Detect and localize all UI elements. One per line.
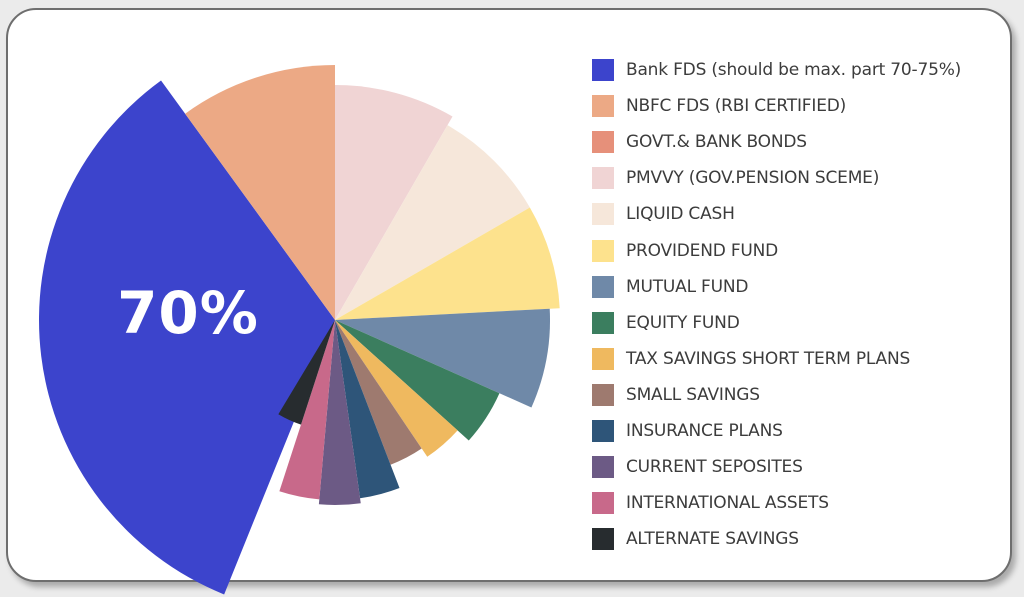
pie-slice-4	[335, 125, 530, 320]
legend-swatch	[592, 239, 614, 262]
legend-label: PROVIDEND FUND	[626, 240, 779, 261]
legend-label: GOVT.& BANK BONDS	[626, 132, 807, 153]
legend-swatch	[592, 383, 614, 406]
legend-label: INSURANCE PLANS	[626, 420, 783, 441]
legend-label: SMALL SAVINGS	[626, 384, 760, 405]
pie-slice-11	[318, 320, 361, 506]
pie-slice-5	[335, 207, 560, 320]
legend-item: Bank FDS (should be max. part 70-75%)	[592, 52, 961, 88]
pie-slice-1	[185, 65, 335, 320]
legend-swatch	[592, 311, 614, 334]
legend-item: MUTUAL FUND	[592, 269, 961, 305]
legend-swatch	[592, 203, 614, 226]
pie-slice-12	[279, 320, 335, 500]
legend-item: NBFC FDS (RBI CERTIFIED)	[592, 88, 961, 124]
legend-swatch	[592, 95, 614, 118]
legend-swatch	[592, 528, 614, 551]
legend-label: CURRENT SEPOSITES	[626, 457, 803, 478]
pie-slice-10	[335, 320, 400, 499]
legend-item: ALTERNATE SAVINGS	[592, 521, 961, 557]
legend-swatch	[592, 419, 614, 442]
legend-label: LIQUID CASH	[626, 204, 735, 225]
pie-slice-8	[335, 320, 458, 457]
legend-label: EQUITY FUND	[626, 312, 740, 333]
legend-label: MUTUAL FUND	[626, 276, 749, 297]
pie-slice-7	[335, 320, 500, 441]
legend-label: NBFC FDS (RBI CERTIFIED)	[626, 96, 847, 117]
legend-swatch	[592, 131, 614, 154]
legend-item: GOVT.& BANK BONDS	[592, 124, 961, 160]
legend-item: LIQUID CASH	[592, 196, 961, 232]
pie-slice-3	[335, 85, 453, 320]
legend-item: INTERNATIONAL ASSETS	[592, 485, 961, 521]
legend-item: PMVVY (GOV.PENSION SCEME)	[592, 160, 961, 196]
legend-swatch	[592, 347, 614, 370]
legend-label: INTERNATIONAL ASSETS	[626, 493, 829, 514]
legend-label: Bank FDS (should be max. part 70-75%)	[626, 60, 962, 81]
pie-slice-6	[335, 308, 551, 408]
legend-label: ALTERNATE SAVINGS	[626, 529, 799, 550]
pie-slice-9	[335, 320, 422, 465]
legend-item: CURRENT SEPOSITES	[592, 449, 961, 485]
legend-swatch	[592, 456, 614, 479]
legend-item: TAX SAVINGS SHORT TERM PLANS	[592, 341, 961, 377]
legend-item: PROVIDEND FUND	[592, 232, 961, 268]
legend-swatch	[592, 59, 614, 82]
legend-swatch	[592, 492, 614, 515]
legend-swatch	[592, 167, 614, 190]
legend-swatch	[592, 275, 614, 298]
center-percentage-label: 70%	[117, 279, 259, 347]
legend-label: TAX SAVINGS SHORT TERM PLANS	[626, 348, 911, 369]
legend-item: SMALL SAVINGS	[592, 377, 961, 413]
legend-item: EQUITY FUND	[592, 305, 961, 341]
pie-slice-0	[39, 80, 335, 595]
pie-slice-13	[278, 320, 335, 425]
legend: Bank FDS (should be max. part 70-75%) NBF…	[592, 52, 961, 557]
legend-label: PMVVY (GOV.PENSION SCEME)	[626, 168, 880, 189]
legend-item: INSURANCE PLANS	[592, 413, 961, 449]
